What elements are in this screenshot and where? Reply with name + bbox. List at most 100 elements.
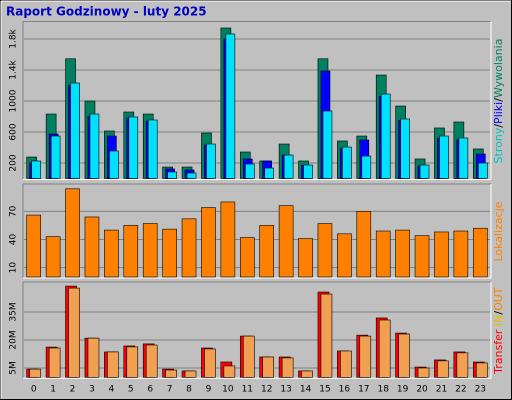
chart-title: Raport Godzinowy - luty 2025 <box>6 5 207 19</box>
bar <box>239 237 255 278</box>
bar <box>70 82 80 179</box>
bar <box>264 167 275 179</box>
bar <box>184 370 197 378</box>
legend-entry: Wywolania <box>492 39 505 99</box>
bar <box>68 287 80 378</box>
bar <box>223 365 236 378</box>
bar <box>65 188 80 278</box>
bar <box>186 172 197 179</box>
bar <box>322 110 333 179</box>
x-tick-label: 14 <box>300 385 312 395</box>
bar <box>458 137 469 179</box>
bar <box>225 33 236 179</box>
bar <box>162 228 177 278</box>
x-tick-label: 9 <box>206 385 212 395</box>
plot-area <box>23 184 491 278</box>
legend: Strony/Pliki/Wywolania <box>492 39 505 164</box>
bar <box>283 154 294 179</box>
bar <box>50 135 61 179</box>
bar <box>472 227 488 278</box>
bar <box>104 229 119 278</box>
legend-entry: Pliki <box>492 102 505 124</box>
y-tick-label: 70 <box>9 205 19 217</box>
x-tick-label: 18 <box>377 385 389 395</box>
bar <box>437 360 449 378</box>
x-tick-label: 10 <box>222 385 234 395</box>
bar <box>281 357 294 378</box>
bar <box>359 335 372 378</box>
bar <box>206 143 216 179</box>
x-tick-label: 5 <box>128 385 134 395</box>
bar <box>181 218 197 278</box>
bar <box>439 135 449 179</box>
bar <box>201 207 216 278</box>
bar <box>375 230 391 278</box>
bar <box>126 346 139 378</box>
y-tick-label: 20M <box>9 330 19 349</box>
bar <box>303 164 313 179</box>
legend-entry: OUT <box>492 287 505 311</box>
x-tick-label: 23 <box>475 385 486 395</box>
bar <box>204 348 216 378</box>
legend-separator: / <box>492 98 505 102</box>
x-tick-label: 21 <box>436 385 447 395</box>
legend-entry: Lokalizacje <box>492 201 505 261</box>
x-tick-label: 0 <box>31 385 37 395</box>
bar <box>84 216 100 278</box>
legend-separator: / <box>492 311 505 315</box>
y-tick-label: 1.8k <box>9 28 19 48</box>
y-tick-label: 5M <box>9 361 19 375</box>
bar <box>356 211 372 278</box>
bar <box>320 293 333 378</box>
bar <box>242 335 255 378</box>
x-tick-label: 2 <box>70 385 76 395</box>
bar <box>337 233 352 278</box>
bar <box>123 225 139 278</box>
bar <box>456 352 469 378</box>
legend-entry: IN <box>492 315 505 326</box>
bar <box>475 362 488 378</box>
bar <box>220 201 236 278</box>
bar <box>29 368 42 378</box>
bar <box>395 229 410 278</box>
plot-area <box>23 282 491 379</box>
axis-label: Transfer <box>492 329 505 375</box>
bar <box>414 235 430 278</box>
legend: Lokalizacje <box>492 201 505 261</box>
bar <box>298 238 313 278</box>
y-tick-label: 10 <box>9 262 19 274</box>
bar <box>147 119 158 179</box>
bar <box>417 367 430 378</box>
x-tick-label: 19 <box>397 385 409 395</box>
bar <box>278 205 294 278</box>
x-tick-label: 6 <box>147 385 153 395</box>
x-tick-label: 13 <box>280 385 291 395</box>
y-tick-label: 40 <box>9 233 19 245</box>
x-tick-label: 8 <box>186 385 192 395</box>
bar <box>89 113 100 179</box>
x-tick-label: 3 <box>89 385 95 395</box>
bar <box>301 370 313 378</box>
x-tick-label: 16 <box>339 385 351 395</box>
bar <box>107 351 119 378</box>
bar <box>378 319 391 378</box>
bar <box>87 337 100 378</box>
bar <box>262 356 275 378</box>
bar <box>145 344 158 378</box>
bar <box>45 236 61 278</box>
bar <box>259 225 275 278</box>
x-tick-label: 15 <box>319 385 330 395</box>
x-tick-label: 11 <box>242 385 253 395</box>
x-tick-label: 1 <box>50 385 56 395</box>
y-tick-label: 1.4k <box>9 59 19 79</box>
bar <box>340 350 352 378</box>
x-tick-label: 17 <box>358 385 369 395</box>
x-tick-label: 22 <box>455 385 466 395</box>
legend: Transfer IN/OUT <box>492 287 505 375</box>
bar <box>419 164 430 179</box>
bar <box>400 118 410 179</box>
bar <box>142 223 158 278</box>
bar <box>434 231 449 278</box>
bar <box>477 162 488 179</box>
